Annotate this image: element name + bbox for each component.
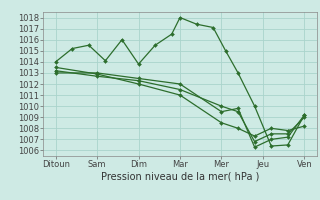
X-axis label: Pression niveau de la mer( hPa ): Pression niveau de la mer( hPa ) [101,172,259,182]
